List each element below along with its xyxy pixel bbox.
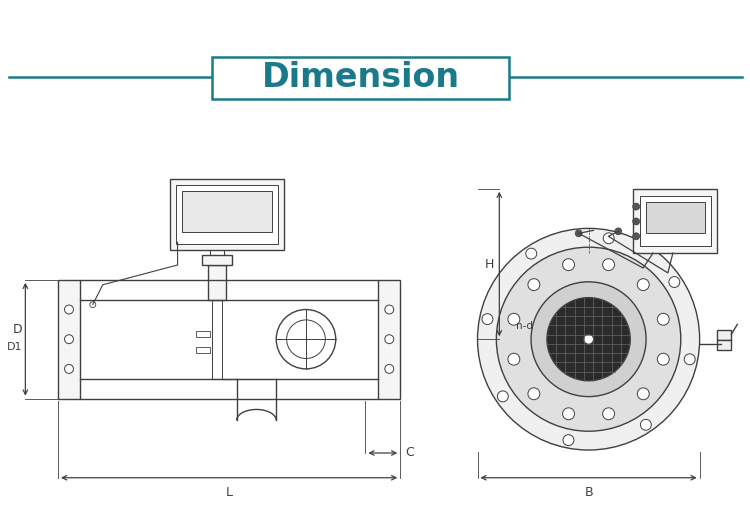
Circle shape (526, 248, 537, 259)
Text: H: H (485, 258, 494, 270)
Bar (176, 185, 278, 244)
Circle shape (385, 305, 394, 314)
Text: Dimension: Dimension (262, 61, 460, 95)
Circle shape (64, 305, 74, 314)
Circle shape (562, 259, 574, 271)
Circle shape (684, 354, 695, 364)
Circle shape (508, 313, 520, 325)
Bar (58, 280, 80, 398)
Circle shape (385, 364, 394, 373)
Circle shape (603, 408, 614, 419)
Circle shape (584, 334, 593, 344)
Bar (202, 255, 232, 265)
Bar (208, 265, 226, 299)
Bar (170, 179, 284, 250)
Circle shape (286, 320, 326, 359)
Circle shape (603, 259, 614, 271)
Circle shape (563, 435, 574, 445)
Circle shape (633, 203, 640, 210)
Bar (196, 347, 210, 353)
Circle shape (657, 353, 669, 365)
Bar (633, 189, 718, 253)
Circle shape (528, 279, 540, 290)
Circle shape (482, 314, 493, 325)
Text: D1: D1 (7, 342, 22, 352)
Text: D: D (13, 323, 22, 336)
Circle shape (603, 233, 614, 244)
Circle shape (508, 353, 520, 365)
Circle shape (562, 408, 574, 419)
Circle shape (528, 388, 540, 400)
Bar (718, 330, 731, 340)
Bar (211, 57, 509, 99)
Circle shape (385, 335, 394, 344)
Circle shape (633, 218, 640, 225)
Bar (182, 191, 272, 232)
Text: C: C (405, 446, 414, 460)
Circle shape (547, 298, 630, 381)
Circle shape (276, 309, 336, 369)
Circle shape (638, 388, 650, 400)
Circle shape (633, 233, 640, 240)
Circle shape (64, 364, 74, 373)
Circle shape (531, 282, 646, 397)
Circle shape (638, 279, 650, 290)
Circle shape (497, 391, 508, 402)
Circle shape (669, 277, 680, 287)
Circle shape (478, 229, 700, 450)
Circle shape (90, 302, 96, 307)
Circle shape (64, 335, 74, 344)
Circle shape (657, 313, 669, 325)
Text: B: B (584, 486, 593, 499)
Circle shape (615, 228, 622, 235)
Bar (378, 280, 400, 398)
Bar (646, 202, 704, 233)
Bar (640, 196, 710, 246)
Circle shape (640, 419, 651, 430)
Text: L: L (226, 486, 232, 499)
Bar (196, 331, 210, 337)
Circle shape (575, 230, 582, 237)
Circle shape (496, 247, 681, 431)
Bar (718, 340, 731, 350)
Text: n-d: n-d (516, 321, 533, 331)
